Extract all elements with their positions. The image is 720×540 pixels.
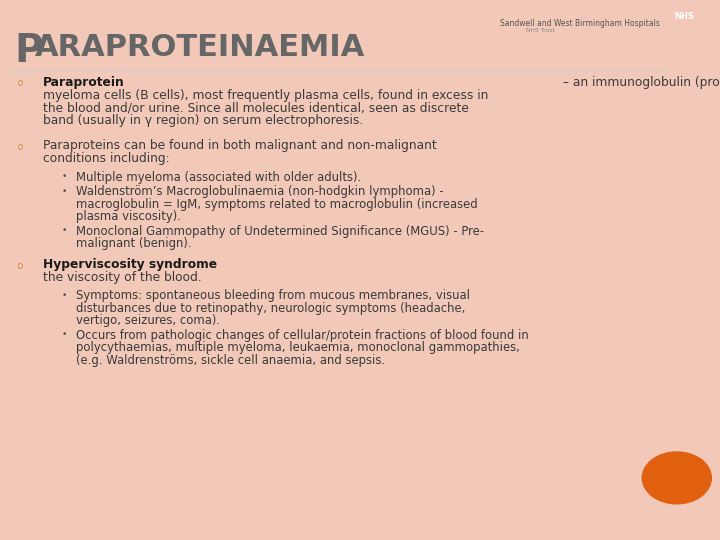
- Text: •: •: [62, 172, 68, 181]
- Text: •: •: [62, 291, 68, 300]
- Text: Waldenström’s Macroglobulinaemia (non-hodgkin lymphoma) -: Waldenström’s Macroglobulinaemia (non-ho…: [76, 185, 444, 198]
- Text: band (usually in γ region) on serum electrophoresis.: band (usually in γ region) on serum elec…: [43, 114, 364, 127]
- Text: conditions including:: conditions including:: [43, 152, 170, 165]
- Text: Occurs from pathologic changes of cellular/protein fractions of blood found in: Occurs from pathologic changes of cellul…: [76, 329, 528, 342]
- Text: NHS Trust: NHS Trust: [526, 28, 554, 33]
- Text: •: •: [62, 226, 68, 235]
- Text: Monoclonal Gammopathy of Undetermined Significance (MGUS) - Pre-: Monoclonal Gammopathy of Undetermined Si…: [76, 225, 484, 238]
- Text: Symptoms: spontaneous bleeding from mucous membranes, visual: Symptoms: spontaneous bleeding from muco…: [76, 289, 469, 302]
- Text: disturbances due to retinopathy, neurologic symptoms (headache,: disturbances due to retinopathy, neurolo…: [76, 302, 465, 315]
- Text: plasma viscosity).: plasma viscosity).: [76, 210, 181, 223]
- Text: Multiple myeloma (associated with older adults).: Multiple myeloma (associated with older …: [76, 171, 361, 184]
- Text: (e.g. Waldrenströms, sickle cell anaemia, and sepsis.: (e.g. Waldrenströms, sickle cell anaemia…: [76, 354, 384, 367]
- Text: •: •: [62, 187, 68, 196]
- Text: Hyperviscosity syndrome: Hyperviscosity syndrome: [43, 258, 217, 271]
- Text: ◦: ◦: [16, 78, 24, 92]
- Text: Paraprotein: Paraprotein: [43, 76, 125, 89]
- Text: Sandwell and West Birmingham Hospitals: Sandwell and West Birmingham Hospitals: [500, 19, 660, 28]
- Text: Paraproteins can be found in both malignant and non-malignant: Paraproteins can be found in both malign…: [43, 139, 437, 152]
- Text: P: P: [14, 32, 43, 70]
- Text: ◦: ◦: [16, 260, 24, 274]
- Text: malignant (benign).: malignant (benign).: [76, 237, 192, 250]
- Text: •: •: [62, 330, 68, 340]
- Text: ARAPROTEINAEMIA: ARAPROTEINAEMIA: [35, 33, 365, 63]
- Text: – an immunoglobulin (protein) produced by a single clone of: – an immunoglobulin (protein) produced b…: [559, 76, 720, 89]
- Text: the blood and/or urine. Since all molecules identical, seen as discrete: the blood and/or urine. Since all molecu…: [43, 102, 469, 114]
- Text: macroglobulin = IgM, symptoms related to macroglobulin (increased: macroglobulin = IgM, symptoms related to…: [76, 198, 477, 211]
- Text: vertigo, seizures, coma).: vertigo, seizures, coma).: [76, 314, 220, 327]
- Text: ◦: ◦: [16, 141, 24, 156]
- Text: myeloma cells (B cells), most frequently plasma cells, found in excess in: myeloma cells (B cells), most frequently…: [43, 89, 489, 102]
- Text: the viscosity of the blood.: the viscosity of the blood.: [43, 271, 202, 284]
- Text: polycythaemias, multiple myeloma, leukaemia, monoclonal gammopathies,: polycythaemias, multiple myeloma, leukae…: [76, 341, 519, 354]
- Text: NHS: NHS: [674, 12, 694, 21]
